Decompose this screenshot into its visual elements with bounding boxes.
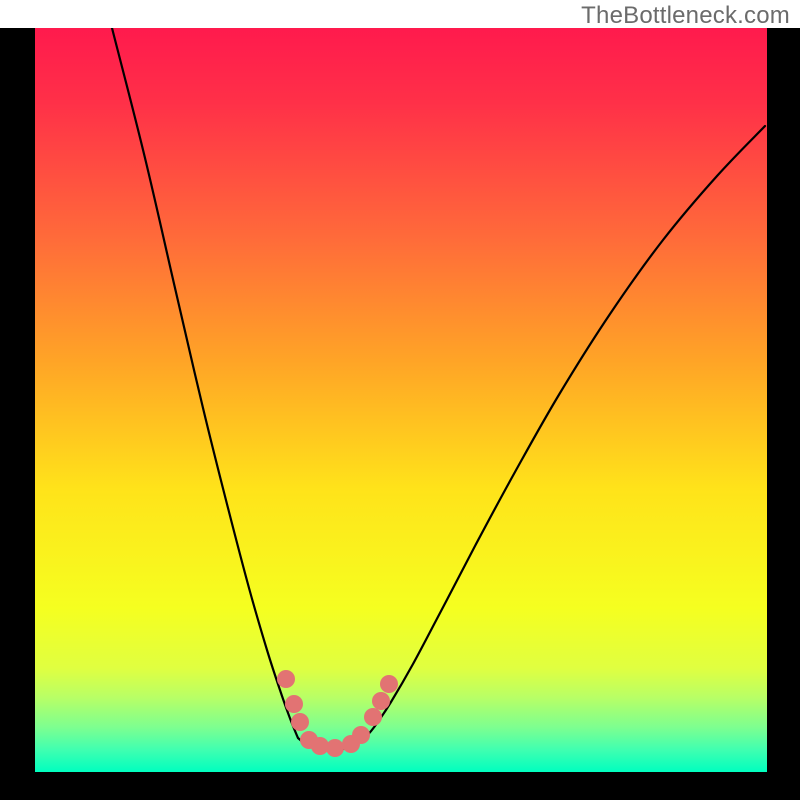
data-marker [277,670,295,688]
data-marker [380,675,398,693]
data-marker [372,692,390,710]
curve-right-arm [365,126,765,738]
data-marker [285,695,303,713]
data-marker [326,739,344,757]
data-marker [364,708,382,726]
stage: TheBottleneck.com [0,0,800,800]
curve-left-arm [112,28,298,738]
data-marker [291,713,309,731]
chart-svg [0,0,800,800]
data-marker [352,726,370,744]
